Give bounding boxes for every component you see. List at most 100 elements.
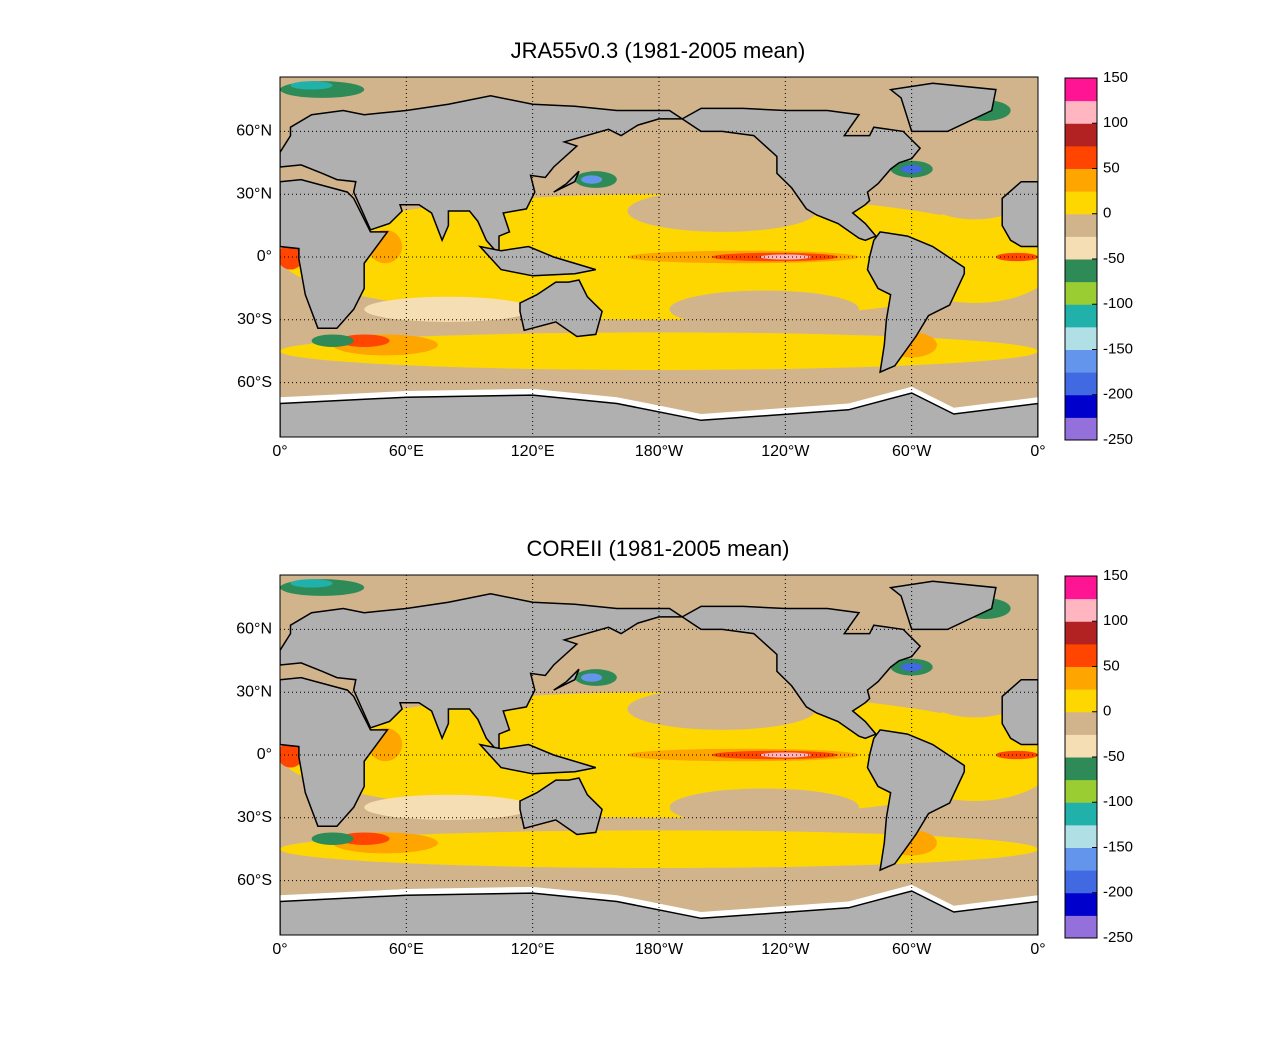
y-tick-label: 30°S [237, 809, 272, 826]
colorbar-bin [1065, 666, 1097, 690]
colorbar-bin [1065, 915, 1097, 939]
ocean-field [338, 832, 390, 846]
colorbar-bin [1065, 711, 1097, 735]
colorbar-bin [1065, 100, 1097, 124]
ocean-field [581, 673, 603, 682]
panel-title: JRA55v0.3 (1981-2005 mean) [511, 38, 806, 63]
land [280, 392, 1038, 437]
land [477, 245, 597, 277]
map [280, 575, 1038, 935]
colorbar-label: 150 [1103, 567, 1128, 584]
land [680, 107, 922, 242]
colorbar-bin [1065, 123, 1097, 147]
ocean-field [669, 788, 860, 827]
colorbar-bin [1065, 394, 1097, 418]
y-tick-label: 60°N [236, 123, 272, 140]
land [280, 95, 685, 257]
land [280, 890, 1038, 935]
y-tick-label: 60°S [237, 374, 272, 391]
ocean-field [364, 296, 533, 322]
x-tick-label: 60°W [892, 941, 932, 958]
colorbar-bin [1065, 779, 1097, 803]
colorbar-label: 0 [1103, 205, 1111, 222]
colorbar-bin [1065, 304, 1097, 328]
ocean-field [669, 290, 860, 329]
y-tick-label: 30°S [237, 311, 272, 328]
colorbar-bin [1065, 168, 1097, 192]
colorbar-label: 50 [1103, 159, 1120, 176]
ocean-field [280, 742, 304, 768]
colorbar-bin [1065, 236, 1097, 260]
colorbar-bin [1065, 892, 1097, 916]
x-tick-label: 0° [272, 941, 287, 958]
ocean-field [311, 832, 354, 846]
colorbar-label: -250 [1103, 929, 1133, 946]
ocean-field [290, 81, 333, 90]
map-panel: COREII (1981-2005 mean) 0° 60°E 120°E 180°W 1… [236, 536, 1133, 958]
colorbar-bin [1065, 598, 1097, 622]
colorbar-bin [1065, 372, 1097, 396]
land [280, 593, 685, 755]
colorbar-bin [1065, 870, 1097, 894]
ocean-field [627, 190, 817, 232]
land [553, 668, 580, 691]
land [280, 178, 389, 329]
x-tick-label: 60°E [389, 443, 424, 460]
map [280, 77, 1038, 437]
land [477, 743, 597, 775]
colorbar-bin [1065, 213, 1097, 237]
colorbar-bin [1065, 281, 1097, 305]
map-frame [279, 574, 1039, 936]
colorbar-label: 100 [1103, 114, 1128, 131]
colorbar-label: -50 [1103, 250, 1125, 267]
ocean-field [338, 334, 390, 347]
y-tick-label: 60°N [236, 621, 272, 638]
x-tick-label: 180°W [635, 941, 684, 958]
land [553, 170, 580, 193]
colorbar-bin [1065, 643, 1097, 667]
x-tick-label: 180°W [635, 443, 684, 460]
x-tick-label: 0° [1030, 941, 1045, 958]
ocean-field [627, 688, 817, 730]
colorbar-bin [1065, 259, 1097, 283]
ocean-field [290, 579, 333, 588]
x-tick-label: 60°W [892, 443, 932, 460]
colorbar-bin [1065, 145, 1097, 169]
land [888, 82, 997, 133]
colorbar-label: -200 [1103, 884, 1133, 901]
colorbar-bin [1065, 349, 1097, 373]
ocean-field [932, 190, 1017, 220]
land [1001, 678, 1038, 746]
ocean-field [364, 794, 533, 820]
colorbar-bin [1065, 734, 1097, 758]
colorbar-bin [1065, 191, 1097, 215]
colorbar-label: -200 [1103, 386, 1133, 403]
panel-title: COREII (1981-2005 mean) [527, 536, 790, 561]
colorbar-label: 100 [1103, 612, 1128, 629]
colorbar-bin [1065, 757, 1097, 781]
colorbar-label: 0 [1103, 703, 1111, 720]
land [519, 279, 603, 338]
colorbar-label: -100 [1103, 295, 1133, 312]
x-tick-label: 120°E [511, 941, 555, 958]
land [866, 231, 966, 374]
land [680, 605, 922, 740]
colorbar-label: -100 [1103, 793, 1133, 810]
colorbar-label: -50 [1103, 748, 1125, 765]
colorbar-bin [1065, 417, 1097, 441]
x-tick-label: 0° [1030, 443, 1045, 460]
ocean-field [581, 175, 603, 184]
map-frame [279, 76, 1039, 438]
colorbar-bin [1065, 802, 1097, 826]
x-tick-label: 60°E [389, 941, 424, 958]
ocean-field [932, 688, 1017, 718]
land [1001, 180, 1038, 248]
y-tick-label: 60°S [237, 872, 272, 889]
y-tick-label: 30°N [236, 185, 272, 202]
colorbar-bin [1065, 576, 1097, 600]
ocean-field [280, 244, 304, 270]
colorbar-label: 50 [1103, 657, 1120, 674]
ocean-field [311, 334, 354, 347]
x-tick-label: 120°W [761, 443, 810, 460]
